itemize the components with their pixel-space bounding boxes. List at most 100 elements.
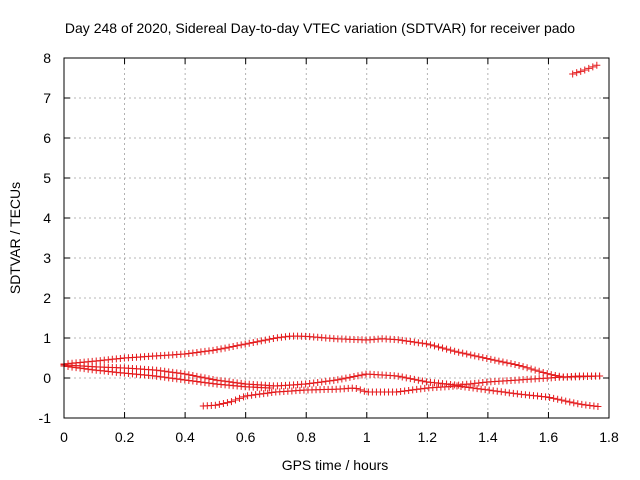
data-point [205, 347, 213, 355]
data-point [268, 389, 276, 397]
data-point [314, 378, 322, 386]
y-tick-label: 8 [43, 50, 51, 66]
data-point [465, 384, 473, 392]
data-point [68, 363, 76, 371]
data-point [578, 400, 586, 408]
data-point [495, 357, 503, 365]
data-point [463, 350, 471, 358]
data-point [402, 337, 410, 345]
data-point [161, 373, 169, 381]
data-point [566, 398, 574, 406]
data-point [245, 339, 253, 347]
data-point [205, 379, 213, 387]
data-point [394, 372, 402, 380]
data-point [481, 386, 489, 394]
data-point [418, 377, 426, 385]
data-point [257, 337, 265, 345]
data-point [153, 366, 161, 374]
chart-title: Day 248 of 2020, Sidereal Day-to-day VTE… [65, 20, 575, 36]
data-point [501, 388, 509, 396]
data-point [589, 63, 597, 71]
data-point [237, 341, 245, 349]
y-tick-label: -1 [39, 410, 52, 426]
data-point [594, 403, 602, 411]
data-point [422, 340, 430, 348]
data-point [414, 376, 422, 384]
data-point [233, 342, 241, 350]
data-point [593, 61, 601, 69]
data-point [550, 394, 558, 402]
data-point [223, 399, 231, 407]
x-tick-label: 1.4 [478, 429, 498, 445]
data-point [165, 374, 173, 382]
data-point [586, 401, 594, 409]
data-point [225, 343, 233, 351]
x-axis-label: GPS time / hours [282, 457, 389, 473]
data-point [475, 353, 483, 361]
data-point [189, 377, 197, 385]
data-point [157, 367, 165, 375]
data-point [215, 400, 223, 408]
data-point [439, 344, 447, 352]
data-point [201, 379, 209, 387]
data-point [334, 376, 342, 384]
data-point [64, 363, 72, 371]
data-point [352, 385, 360, 393]
data-point [153, 372, 161, 380]
data-point [562, 397, 570, 405]
series-arc-top-right [569, 61, 601, 78]
data-point [410, 375, 418, 383]
data-point [253, 338, 261, 346]
data-point [398, 336, 406, 344]
data-point [473, 385, 481, 393]
data-point [402, 374, 410, 382]
data-point [596, 372, 604, 380]
data-point [410, 338, 418, 346]
data-point [338, 375, 346, 383]
data-point [356, 386, 364, 394]
data-point [461, 383, 469, 391]
data-point [181, 350, 189, 358]
data-point [173, 369, 181, 377]
data-point [499, 358, 507, 366]
data-point [574, 400, 582, 408]
data-point [211, 401, 219, 409]
data-point [546, 393, 554, 401]
data-point [350, 373, 358, 381]
data-point [443, 345, 451, 353]
data-point [519, 363, 527, 371]
data-point [342, 374, 350, 382]
data-point [330, 376, 338, 384]
data-point [72, 364, 80, 372]
data-point [165, 368, 173, 376]
data-point [409, 386, 417, 394]
x-tick-label: 1 [363, 429, 371, 445]
data-point [527, 365, 535, 373]
data-point [269, 335, 277, 343]
grid-lines [64, 58, 609, 418]
x-tick-label: 1.6 [539, 429, 559, 445]
data-point [523, 364, 531, 372]
data-point [582, 401, 590, 409]
data-point [346, 373, 354, 381]
x-tick-label: 0.4 [175, 429, 195, 445]
data-point [430, 342, 438, 350]
y-tick-label: 5 [43, 170, 51, 186]
data-point [539, 368, 547, 376]
data-point [485, 386, 493, 394]
data-point [542, 393, 550, 401]
data-point [398, 373, 406, 381]
data-point [497, 388, 505, 396]
data-point [193, 378, 201, 386]
data-point [459, 349, 467, 357]
data-point [491, 356, 499, 364]
data-point [80, 365, 88, 373]
data-point [581, 66, 589, 74]
x-tick-label: 1.8 [599, 429, 619, 445]
series-arc-lower-left [60, 362, 273, 392]
data-point [467, 351, 475, 359]
data-point [418, 339, 426, 347]
data-point [479, 354, 487, 362]
data-point [161, 367, 169, 375]
data-point [505, 389, 513, 397]
